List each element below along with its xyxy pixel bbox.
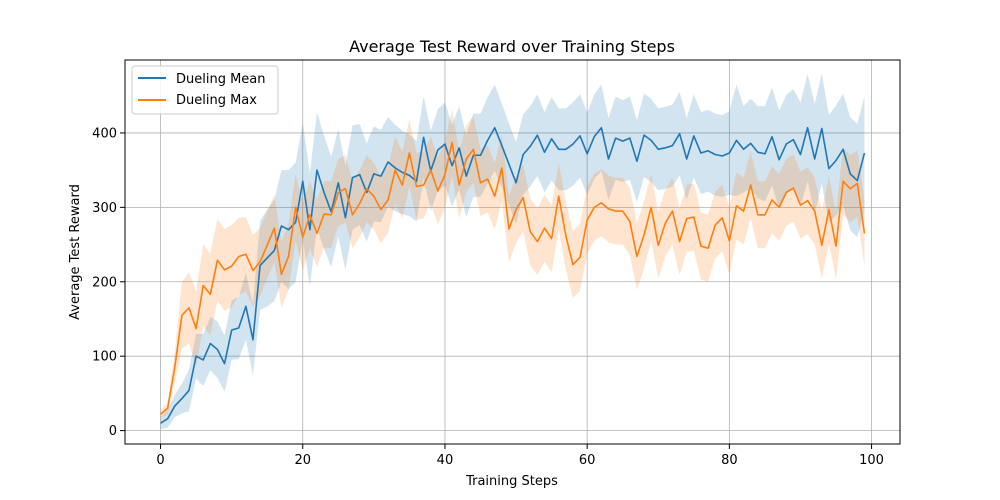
x-tick-label: 0 [156,453,164,468]
y-tick-label: 0 [109,424,117,439]
line-dueling-max [160,141,866,415]
series-lines [160,126,866,424]
x-tick-label: 80 [721,453,738,468]
plot-frame [124,59,901,445]
y-tick-label: 200 [92,275,117,290]
x-tick-label: 60 [579,453,596,468]
x-tick-label: 20 [294,453,311,468]
legend: Dueling Mean Dueling Max [131,65,279,115]
x-axis-label: Training Steps [465,474,558,489]
x-tick-label: 40 [437,453,454,468]
chart-title: Average Test Reward over Training Steps [349,37,675,56]
legend-label-dueling-max: Dueling Max [176,93,257,108]
y-tick-label: 100 [92,350,117,365]
confidence-bands [160,73,865,430]
y-tick-label: 400 [92,126,117,141]
line-dueling-mean [160,126,866,424]
band-dueling-max [160,109,865,418]
y-tick-label: 300 [92,201,117,216]
band-dueling-mean [160,73,865,430]
grid [125,60,900,444]
legend-box [131,65,279,115]
y-axis-label: Average Test Reward [68,184,83,320]
legend-label-dueling-mean: Dueling Mean [176,72,266,87]
x-tick-label: 100 [859,453,884,468]
axis-ticks: 0 20 40 60 80 100 0 100 200 300 400 [92,126,884,468]
